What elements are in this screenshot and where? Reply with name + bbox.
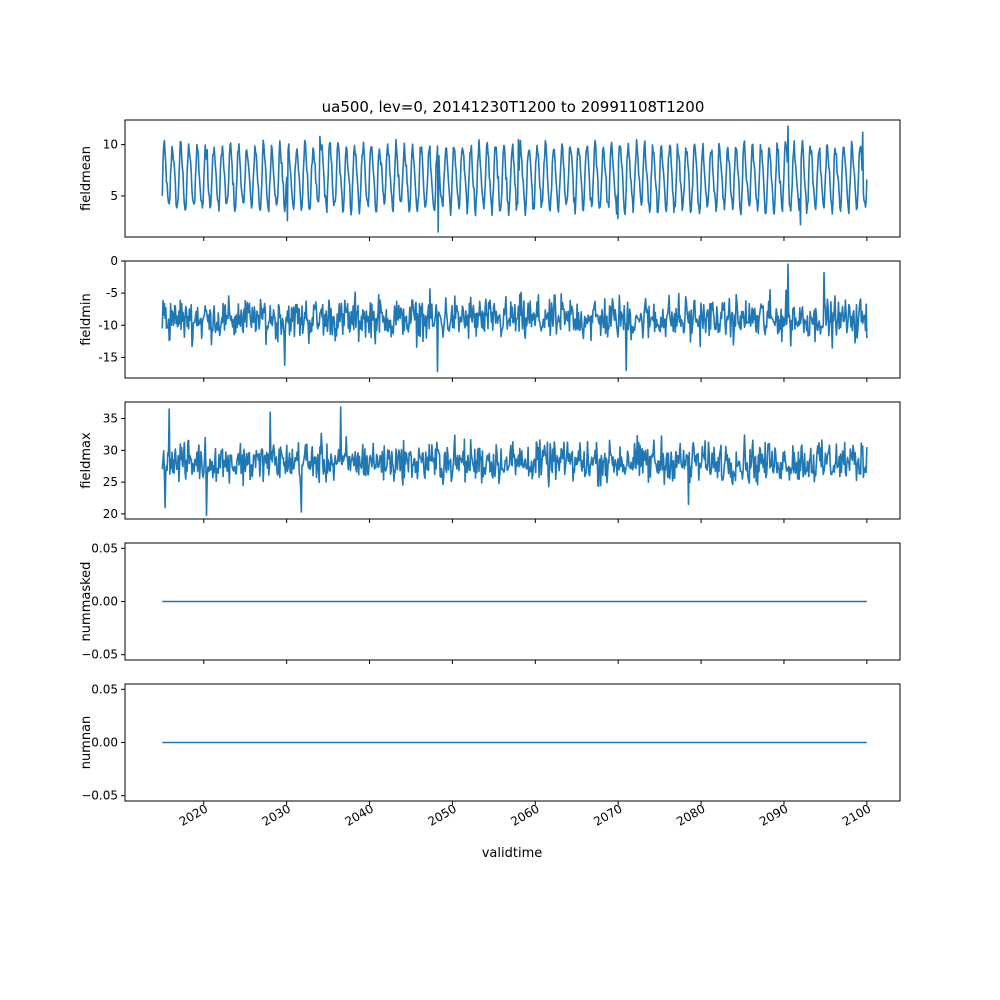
- series-line-fieldmean: [161, 125, 868, 233]
- x-tick-label: 2030: [260, 801, 293, 828]
- y-tick-label: 0.05: [91, 541, 118, 555]
- x-tick-label: 2080: [674, 801, 707, 828]
- y-axis-label: fieldmax: [79, 432, 94, 489]
- y-axis-label: numnan: [79, 716, 94, 770]
- x-axis-label: validtime: [482, 846, 543, 861]
- y-tick-label: 25: [103, 475, 118, 489]
- chart-title: ua500, lev=0, 20141230T1200 to 20991108T…: [322, 98, 705, 116]
- series-line-fieldmax: [161, 406, 868, 516]
- x-tick-label: 2040: [343, 801, 376, 828]
- y-axis-label: fieldmean: [79, 146, 94, 211]
- y-tick-label: -5: [106, 286, 118, 300]
- y-tick-label: 0.05: [91, 682, 118, 696]
- axes-frame: [124, 260, 901, 379]
- y-tick-label: 0: [110, 254, 118, 268]
- x-tick-label: 2100: [840, 801, 873, 828]
- y-tick-label: −0.05: [81, 789, 118, 803]
- y-tick-label: 10: [103, 138, 118, 152]
- axes-frame: [124, 401, 901, 520]
- y-tick-label: 0.00: [91, 595, 118, 609]
- x-tick-label: 2060: [508, 801, 541, 828]
- subplot-fieldmax: 2025303520202030204020502060207020802090…: [79, 401, 901, 523]
- subplot-nummasked: −0.050.000.05202020302040205020602070208…: [79, 541, 901, 664]
- y-axis-label: fieldmin: [79, 293, 94, 346]
- series-line-fieldmin: [161, 263, 868, 373]
- y-tick-label: 5: [110, 189, 118, 203]
- subplot-numnan: −0.05 0.00 0.05 2020 2030 2040 2050 2060 2070 208…: [79, 682, 901, 829]
- subplot-fieldmin: -15-10-502020203020402050206020702080209…: [79, 254, 901, 382]
- y-tick-label: −0.05: [81, 648, 118, 662]
- x-tick-label: 2050: [425, 801, 458, 828]
- y-tick-label: 30: [103, 443, 118, 457]
- y-tick-label: 20: [103, 507, 118, 521]
- y-tick-label: 35: [103, 412, 118, 426]
- y-tick-label: -10: [98, 318, 118, 332]
- axes-frame: [124, 119, 901, 238]
- x-tick-label: 2090: [757, 801, 790, 828]
- y-tick-label: -15: [98, 350, 118, 364]
- x-tick-label: 2020: [177, 801, 210, 828]
- y-tick-label: 0.00: [91, 736, 118, 750]
- panels: 510202020302040205020602070208020902100f…: [79, 119, 901, 829]
- x-tick-label: 2070: [591, 801, 624, 828]
- subplot-fieldmean: 510202020302040205020602070208020902100f…: [79, 119, 901, 241]
- y-axis-label: nummasked: [79, 562, 94, 642]
